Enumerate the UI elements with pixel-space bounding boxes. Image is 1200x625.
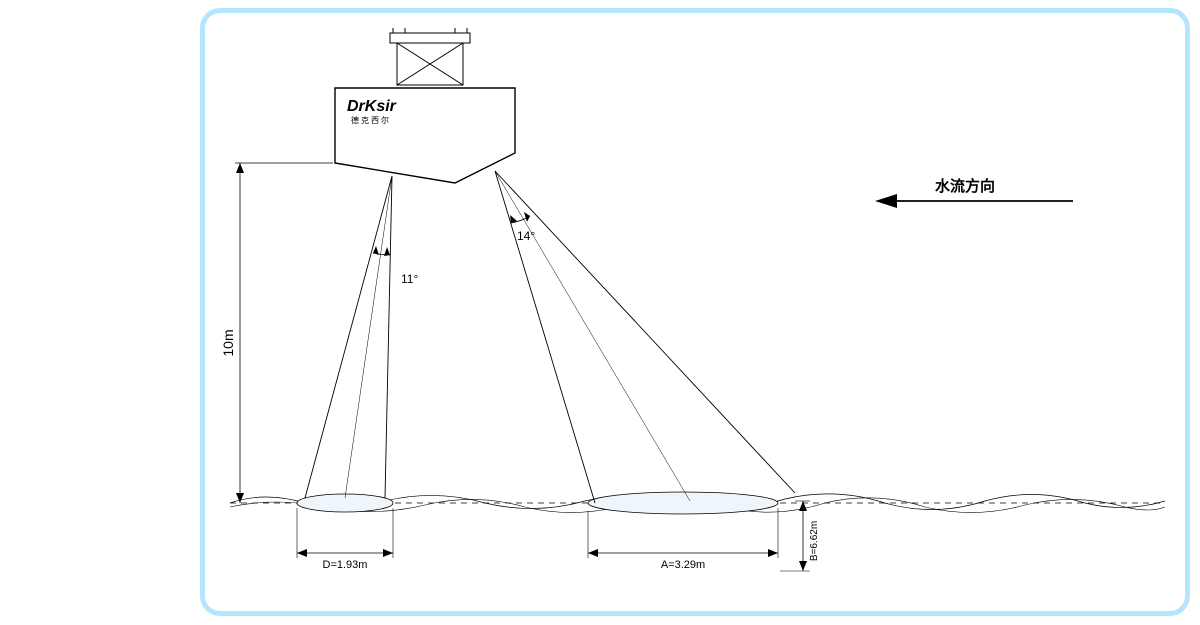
beam-right-center <box>495 171 690 501</box>
hdim-label: 10m <box>220 329 236 356</box>
flow-arrow-head <box>875 194 897 208</box>
beam-left-angle-label: 11° <box>401 272 418 286</box>
dimD-label: D=1.93m <box>323 559 368 571</box>
dimA-label: A=3.29m <box>661 559 705 571</box>
dimD-arrow-r <box>383 549 393 557</box>
flow-label: 水流方向 <box>935 177 995 195</box>
device-brand: DrKsir <box>347 98 397 115</box>
dimD-arrow-l <box>297 549 307 557</box>
beam-right-edge-r <box>495 171 795 493</box>
beam-right-arc-arrow-r <box>524 212 530 222</box>
beam-left-edge-r <box>385 176 392 498</box>
dimB-arrow-t <box>799 501 807 511</box>
dimB-arrow-b <box>799 561 807 571</box>
beam-left-arc-arrow-l <box>373 246 379 255</box>
footprint-right-ellipse <box>588 492 778 514</box>
beam-right-edge-l <box>495 171 595 503</box>
beam-left-arc-arrow-r <box>384 247 390 256</box>
beam-left-edge-l <box>305 176 392 498</box>
mount-plate <box>390 33 470 43</box>
dimA-arrow-r <box>768 549 778 557</box>
dimA-arrow-l <box>588 549 598 557</box>
dimB-label: B=6.62m <box>809 521 820 561</box>
hdim-arrow-bot <box>236 493 244 503</box>
hdim-arrow-top <box>236 163 244 173</box>
diagram-frame: 11° 14° DrKsir 德克西尔 10m D=1.93m A=3.29m … <box>200 8 1190 616</box>
beam-left-center <box>345 176 392 498</box>
device-brand-sub: 德克西尔 <box>351 115 391 125</box>
diagram-svg: 11° 14° DrKsir 德克西尔 10m D=1.93m A=3.29m … <box>205 13 1185 611</box>
beam-right-angle-label: 14° <box>517 229 535 243</box>
